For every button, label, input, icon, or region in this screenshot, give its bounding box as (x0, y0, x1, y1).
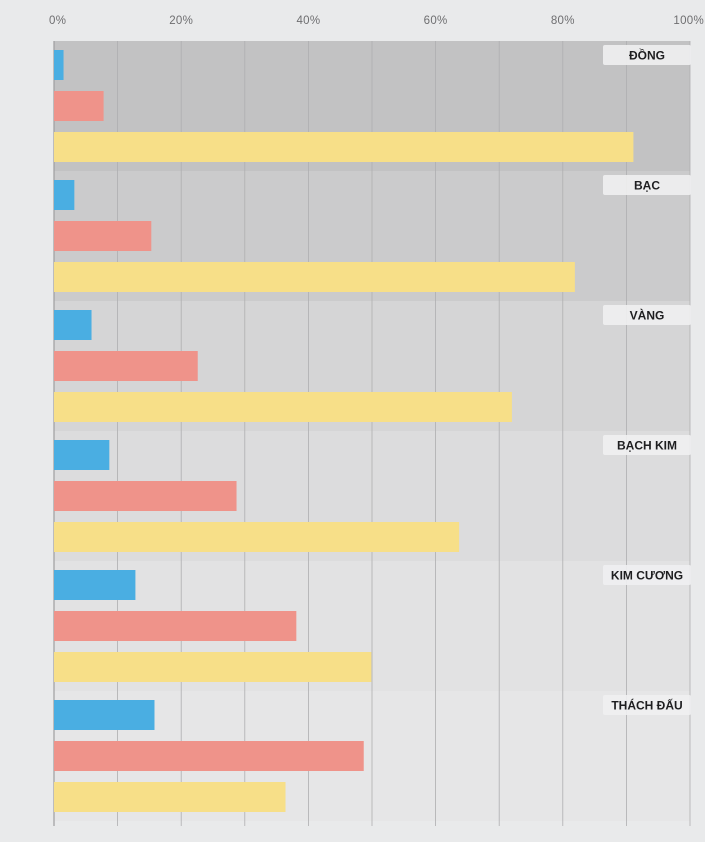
category-label-tag (603, 175, 691, 195)
bar (54, 700, 155, 730)
x-tick-label: 80% (551, 15, 575, 27)
x-tick-label: 0% (49, 15, 66, 27)
bar (54, 741, 364, 771)
category-label: THÁCH ĐẤU (611, 698, 682, 713)
category-label: BẠCH KIM (617, 439, 677, 453)
category-label-tag (603, 565, 691, 585)
bar (54, 481, 237, 511)
category-label-tag (603, 45, 691, 65)
bar (54, 262, 575, 292)
bar (54, 782, 286, 812)
bar (54, 50, 64, 80)
bar (54, 652, 372, 682)
bar (54, 310, 92, 340)
x-tick-label: 100% (673, 15, 704, 27)
category-label-tag (603, 695, 691, 715)
bar (54, 570, 136, 600)
category-label: BẠC (634, 179, 660, 193)
x-tick-label: 20% (169, 15, 193, 27)
bar (54, 522, 460, 552)
category-label-tag (603, 435, 691, 455)
category-label: KIM CƯƠNG (611, 569, 683, 583)
bar (54, 392, 512, 422)
bar (54, 440, 110, 470)
bar (54, 91, 104, 121)
bar (54, 132, 634, 162)
category-label: ĐỒNG (629, 48, 665, 63)
x-tick-label: 60% (424, 15, 448, 27)
bar (54, 221, 152, 251)
bar (54, 351, 198, 381)
category-label: VÀNG (630, 308, 665, 323)
x-tick-label: 40% (296, 15, 320, 27)
category-label-tag (603, 305, 691, 325)
bar (54, 180, 75, 210)
bar (54, 611, 297, 641)
